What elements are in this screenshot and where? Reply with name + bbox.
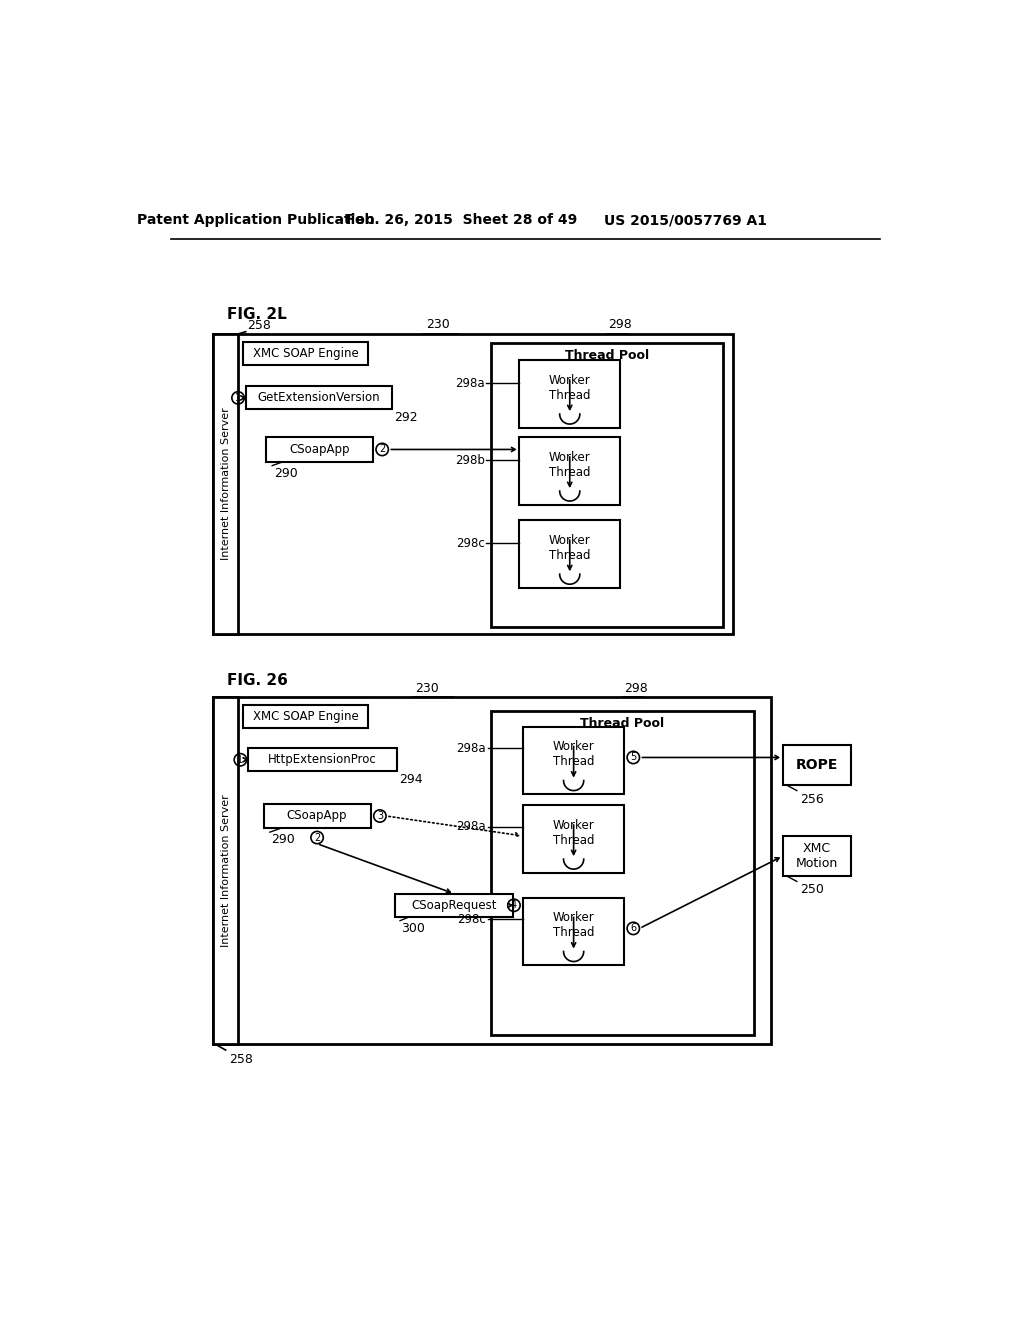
Bar	[490, 343, 723, 627]
Text: Worker
Thread: Worker Thread	[553, 818, 595, 847]
Bar	[248, 748, 397, 771]
Text: XMC SOAP Engine: XMC SOAP Engine	[253, 347, 358, 360]
Bar	[213, 334, 732, 635]
Text: 256: 256	[800, 792, 823, 805]
Text: 1: 1	[234, 393, 241, 403]
Text: 298b: 298b	[455, 454, 484, 467]
Text: 3: 3	[377, 810, 383, 821]
Text: 290: 290	[273, 467, 297, 480]
Text: Internet Information Server: Internet Information Server	[220, 795, 230, 946]
Text: 298a: 298a	[457, 742, 486, 755]
Text: 298: 298	[624, 681, 648, 694]
Text: Thread Pool: Thread Pool	[565, 348, 649, 362]
Text: 6: 6	[630, 924, 636, 933]
Text: 290: 290	[271, 833, 295, 846]
Bar	[246, 387, 391, 409]
Bar	[490, 711, 755, 1035]
Text: 4: 4	[511, 900, 517, 911]
Bar	[243, 342, 369, 364]
Text: FIG. 2L: FIG. 2L	[227, 308, 287, 322]
Bar	[243, 705, 369, 729]
Text: 230: 230	[426, 318, 451, 331]
Text: CSoapRequest: CSoapRequest	[412, 899, 497, 912]
Text: 298a: 298a	[457, 820, 486, 833]
Bar	[263, 804, 371, 829]
Text: Worker
Thread: Worker Thread	[553, 911, 595, 940]
Bar	[213, 697, 771, 1044]
Text: FIG. 26: FIG. 26	[227, 673, 288, 688]
Text: Feb. 26, 2015  Sheet 28 of 49: Feb. 26, 2015 Sheet 28 of 49	[346, 213, 577, 227]
Text: 298: 298	[608, 318, 632, 331]
Bar	[395, 894, 513, 917]
Text: GetExtensionVersion: GetExtensionVersion	[257, 391, 380, 404]
Text: 258: 258	[248, 319, 271, 333]
Text: ROPE: ROPE	[796, 758, 839, 772]
Text: 294: 294	[399, 772, 423, 785]
Text: Worker
Thread: Worker Thread	[553, 741, 595, 768]
Text: 230: 230	[415, 681, 438, 694]
Bar	[519, 437, 621, 506]
Text: Thread Pool: Thread Pool	[581, 717, 665, 730]
Text: XMC
Motion: XMC Motion	[796, 842, 838, 870]
Text: Worker
Thread: Worker Thread	[549, 374, 591, 401]
Text: 300: 300	[401, 921, 425, 935]
Text: 1: 1	[238, 755, 244, 764]
Text: 258: 258	[228, 1053, 253, 1065]
Bar	[523, 726, 624, 795]
Bar	[519, 360, 621, 428]
Bar	[213, 697, 238, 1044]
Text: Worker
Thread: Worker Thread	[549, 451, 591, 479]
Text: Patent Application Publication: Patent Application Publication	[137, 213, 375, 227]
Text: 298a: 298a	[455, 376, 484, 389]
Text: XMC SOAP Engine: XMC SOAP Engine	[253, 710, 358, 723]
Text: 250: 250	[800, 883, 823, 896]
Text: 2: 2	[379, 445, 385, 454]
Text: 298c: 298c	[456, 537, 484, 550]
Text: US 2015/0057769 A1: US 2015/0057769 A1	[604, 213, 768, 227]
Bar	[519, 520, 621, 589]
Text: Internet Information Server: Internet Information Server	[220, 408, 230, 561]
Bar	[213, 334, 238, 635]
Text: 292: 292	[394, 411, 418, 424]
Text: CSoapApp: CSoapApp	[287, 809, 347, 822]
Text: CSoapApp: CSoapApp	[289, 444, 349, 455]
Text: 5: 5	[630, 752, 637, 763]
Bar	[523, 898, 624, 965]
Bar	[783, 744, 851, 785]
Text: HttpExtensionProc: HttpExtensionProc	[268, 754, 377, 767]
Bar	[523, 805, 624, 873]
Bar	[266, 437, 373, 462]
Text: 2: 2	[314, 833, 321, 842]
Text: Worker
Thread: Worker Thread	[549, 535, 591, 562]
Bar	[783, 836, 851, 876]
Text: 298c: 298c	[458, 912, 486, 925]
